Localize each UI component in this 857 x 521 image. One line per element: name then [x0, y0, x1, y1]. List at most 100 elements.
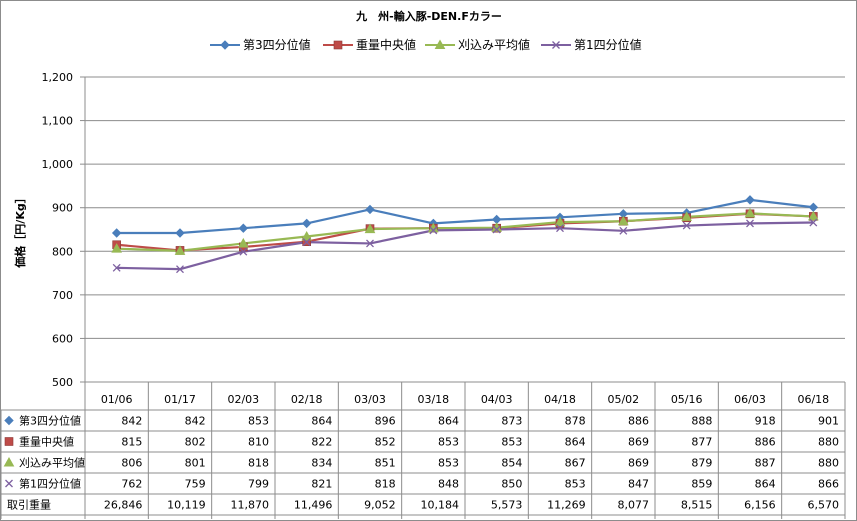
legend: 第3四分位値 重量中央値 刈込み平均値 第1四分位値 [210, 37, 642, 52]
table-legend-key-1 [4, 415, 14, 426]
table-cell: 842 [121, 415, 142, 428]
table-cell: 886 [628, 415, 649, 428]
x-tick-label: 04/18 [544, 393, 576, 406]
x-tick-label: 02/03 [227, 393, 259, 406]
table-cell: 867 [565, 457, 586, 470]
point-s4 [112, 263, 121, 272]
x-tick-label: 05/02 [607, 393, 639, 406]
table-cell: 869 [628, 457, 649, 470]
table-cell: 869 [628, 436, 649, 449]
table-cell: 859 [691, 478, 712, 491]
point-s1 [111, 228, 122, 238]
table-cell: 821 [311, 478, 332, 491]
table-cell: 11,269 [547, 499, 586, 512]
point-s3 [364, 223, 376, 234]
table-row-header: 重量中央値 [19, 435, 74, 449]
table-row-header: 第1四分位値 [19, 477, 81, 491]
point-s3 [744, 207, 756, 218]
point-s1 [365, 204, 375, 215]
table-cell: 877 [691, 436, 712, 449]
table-cell: 806 [121, 457, 142, 470]
series-line-2 [116, 212, 814, 252]
table-legend-key-2 [4, 437, 14, 446]
table-legend-key-3 [3, 456, 15, 467]
data-table: 01/06 01/17 02/03 02/18 03/03 03/18 04/03 04/18… [1, 382, 846, 519]
x-tick-label: 02/18 [291, 393, 323, 406]
table-cell: 887 [755, 457, 776, 470]
legend-marker-1 [220, 40, 230, 50]
table-cell: 5,573 [491, 499, 523, 512]
table-cell: 866 [818, 478, 839, 491]
table-row-header: 刈込み平均値 [19, 457, 85, 470]
x-tick-label: 04/03 [481, 393, 513, 406]
point-s3 [617, 215, 629, 226]
table-cell: 864 [311, 415, 332, 428]
table-legend-key-4 [5, 479, 13, 488]
table-cell: 6,570 [808, 499, 840, 512]
point-s4 [492, 225, 501, 234]
y-tick-label: 1,200 [42, 71, 74, 84]
chart-title: 九 州-輸入豚-DEN.Fカラー [355, 9, 502, 23]
table-cell: 815 [121, 436, 142, 449]
legend-label-2: 重量中央値 [356, 37, 416, 52]
table-cell: 9,052 [364, 499, 396, 512]
table-cell: 853 [565, 478, 586, 491]
legend-label-4: 第1四分位値 [574, 37, 642, 52]
table-cell: 10,184 [421, 499, 460, 512]
point-s4 [366, 239, 374, 248]
table-cell: 11,496 [294, 499, 333, 512]
table-cell: 850 [501, 478, 522, 491]
table-cell: 853 [501, 436, 522, 449]
table-cell: 818 [375, 478, 396, 491]
legend-label-1: 第3四分位値 [243, 37, 311, 52]
table-cell: 852 [375, 436, 396, 449]
table-row-header: 第3四分位値 [19, 414, 81, 428]
point-s4 [239, 247, 248, 256]
series-line-4 [116, 221, 814, 271]
point-s3 [237, 237, 249, 248]
y-tick-label: 700 [52, 289, 73, 302]
point-s4 [682, 221, 691, 230]
legend-marker-2 [333, 40, 343, 50]
y-tick-label: 600 [52, 332, 73, 345]
table-cell: 11,870 [231, 499, 270, 512]
y-axis-label: 価格［円/Kg］ [13, 192, 27, 268]
point-s4 [619, 226, 628, 235]
series-line-1 [116, 198, 814, 235]
y-tick-label: 1,000 [42, 158, 74, 171]
point-s4 [429, 226, 438, 235]
table-cell: 842 [185, 415, 206, 428]
x-tick-label: 06/18 [797, 393, 829, 406]
table-cell: 810 [248, 436, 269, 449]
series-line-3 [116, 212, 814, 252]
table-cell: 851 [375, 457, 396, 470]
table-cell: 853 [248, 415, 269, 428]
table-cell: 880 [818, 457, 839, 470]
point-s1 [301, 218, 312, 229]
y-tick-label: 1,100 [42, 115, 74, 128]
table-cell: 10,119 [167, 499, 206, 512]
point-s3 [554, 216, 566, 227]
table-cell: 873 [501, 415, 522, 428]
table-cell: 918 [755, 415, 776, 428]
x-tick-label: 03/18 [417, 393, 449, 406]
y-tick-label: 900 [52, 202, 73, 215]
table-row-header: 取引重量 [7, 498, 51, 512]
x-tick-label: 01/17 [164, 393, 196, 406]
table-cell: 762 [121, 478, 142, 491]
series-lines [111, 195, 819, 274]
table-cell: 818 [248, 457, 269, 470]
x-tick-label: 03/03 [354, 393, 386, 406]
table-cell: 864 [438, 415, 459, 428]
point-s1 [175, 228, 185, 238]
point-s4 [556, 224, 564, 233]
table-cell: 880 [818, 436, 839, 449]
point-s4 [176, 265, 184, 274]
x-tick-label: 06/03 [734, 393, 766, 406]
point-s4 [809, 218, 818, 227]
point-s3 [807, 210, 819, 221]
table-cell: 853 [438, 457, 459, 470]
legend-marker-3 [434, 39, 446, 49]
